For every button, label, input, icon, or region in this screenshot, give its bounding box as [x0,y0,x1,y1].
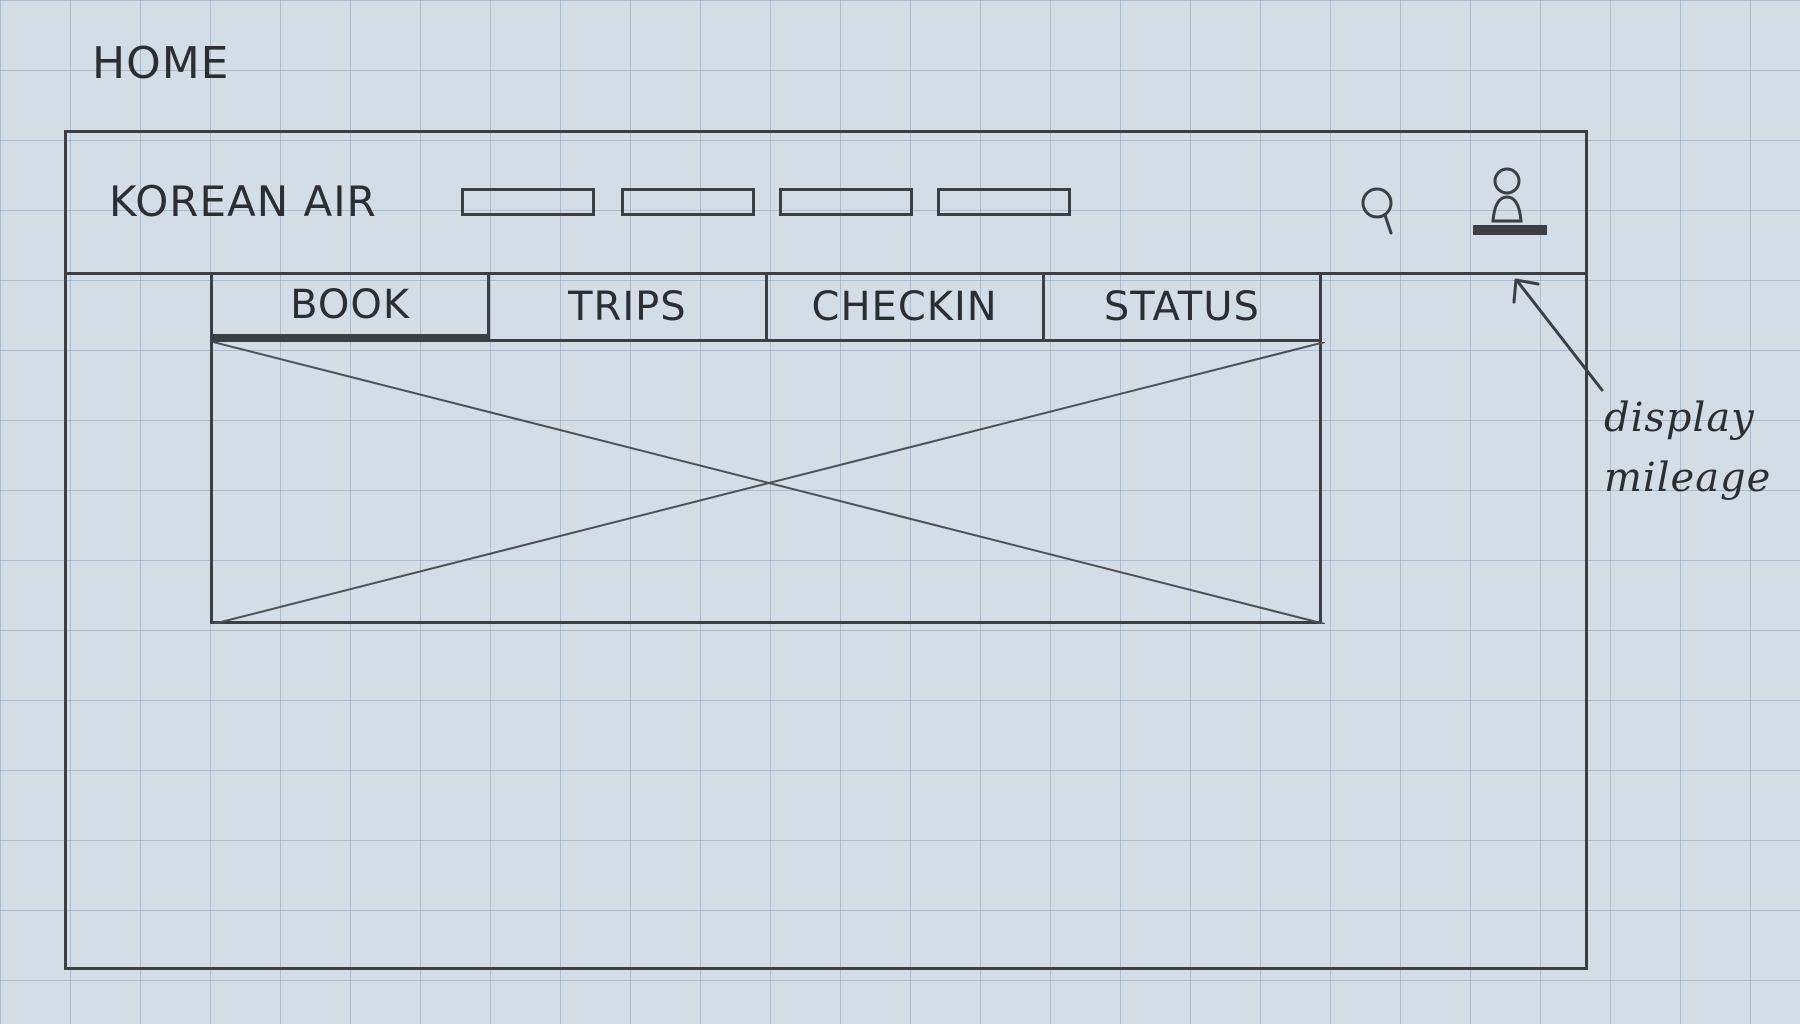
image-placeholder [210,342,1325,624]
booking-tabs: BOOK TRIPS CHECKIN STATUS [210,272,1322,342]
user-profile-icon[interactable] [1465,163,1549,247]
tab-book[interactable]: BOOK [213,275,491,339]
annotation-line-1: display [1604,395,1755,441]
nav-item-placeholder-2[interactable] [621,188,755,216]
nav-item-placeholder-1[interactable] [461,188,595,216]
site-header: KOREAN AIR [67,133,1585,275]
tab-status[interactable]: STATUS [1103,284,1260,330]
nav-item-placeholder-4[interactable] [937,188,1071,216]
wireframe-browser-frame: KOREAN AIR [64,130,1588,970]
tab-checkin[interactable]: CHECKIN [768,275,1045,339]
search-icon[interactable] [1357,181,1405,237]
brand-logo-text[interactable]: KOREAN AIR [109,177,377,226]
annotation-line-2: mileage [1604,455,1772,501]
placeholder-cross [213,342,1325,624]
annotation-arrow [1512,278,1604,392]
nav-item-placeholder-3[interactable] [779,188,913,216]
annotation-note: display mileage [1604,388,1771,508]
page-title: HOME [92,38,230,89]
tab-trips[interactable]: TRIPS [490,275,768,339]
